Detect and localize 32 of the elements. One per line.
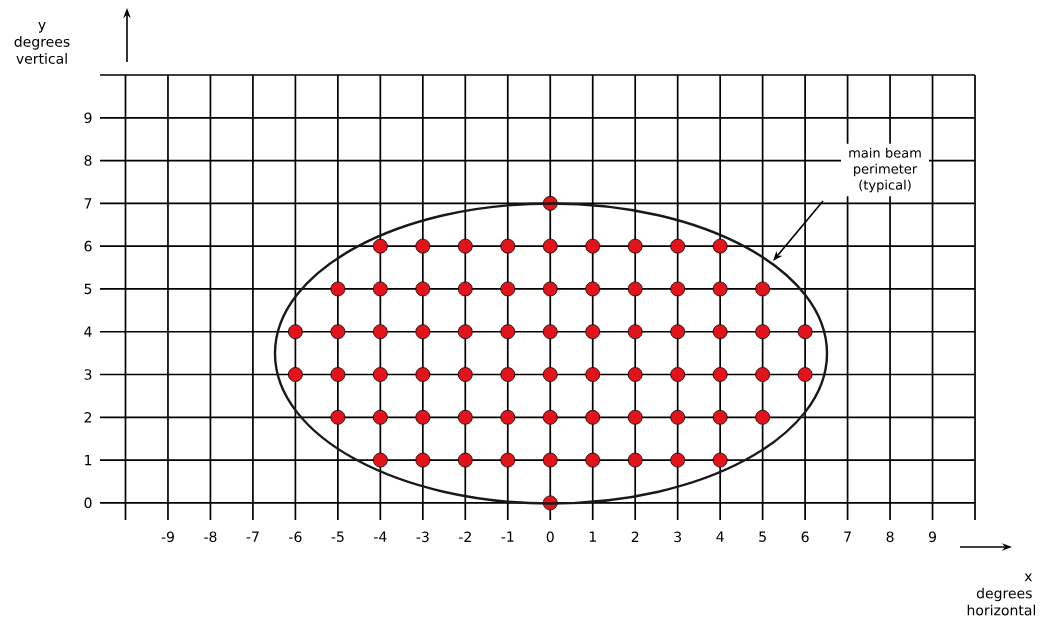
x-axis-title: x degrees horizontal [967,573,1036,616]
x-tick-label: 1 [589,531,596,542]
y-tick-label: 7 [84,198,92,209]
x-tick-label: 9 [928,531,936,543]
x-tick-label: 7 [844,531,851,542]
x-tick-label: -4 [374,531,387,542]
y-tick-label: 2 [84,412,92,423]
x-tick-label: 3 [674,531,682,543]
x-tick-label: 6 [801,531,809,543]
y-tick-label: 6 [84,240,92,252]
x-tick-label: -9 [161,531,174,543]
x-tick-label: 0 [546,531,554,543]
y-tick-label: 4 [84,326,92,337]
y-tick-label: 9 [84,112,92,124]
x-tick-label: -8 [204,531,217,543]
x-tick-label: 4 [716,531,724,542]
x-tick-label: -5 [331,531,344,542]
y-tick-label: 1 [85,454,92,466]
x-tick-label: 5 [759,531,766,542]
x-tick-label: -2 [459,531,471,542]
annotation: main beam perimeter (typical) [849,147,921,193]
x-tick-label: -1 [501,531,514,542]
y-tick-label: 5 [84,283,92,295]
x-tick-label: -6 [289,531,302,543]
y-tick-label: 0 [84,497,92,509]
x-tick-label: 2 [631,531,639,542]
x-tick-label: -3 [416,531,429,543]
y-tick-label: 8 [84,155,92,166]
x-tick-label: 8 [886,531,894,543]
x-tick-label: -7 [246,531,259,542]
y-tick-label: 3 [84,369,92,380]
y-axis-title: y degrees vertical [14,22,70,64]
